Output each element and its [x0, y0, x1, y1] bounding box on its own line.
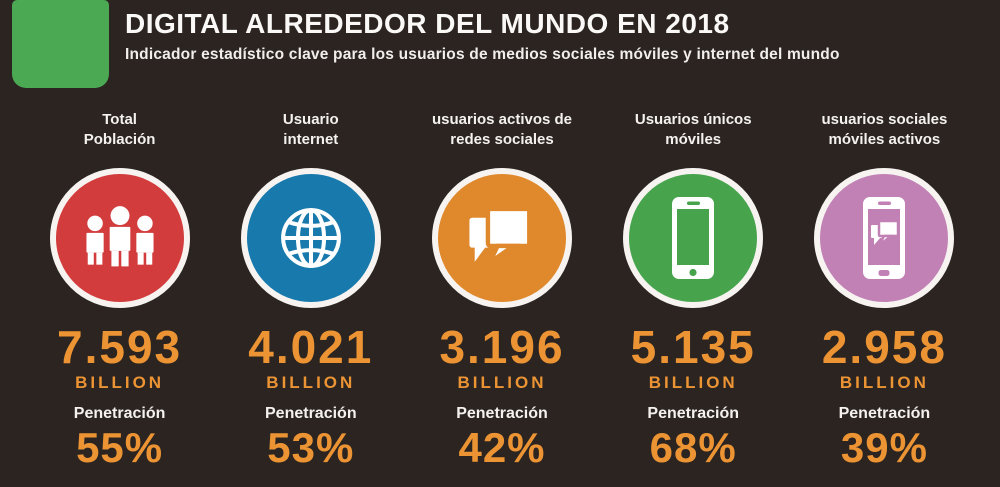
page-title: DIGITAL ALREDEDOR DEL MUNDO EN 2018	[125, 8, 730, 39]
penetration-value: 39%	[840, 424, 928, 471]
stat-circle-badge	[49, 168, 190, 308]
column-redes-sociales: usuarios activos de redes sociales	[406, 110, 597, 469]
green-accent-tab	[12, 0, 109, 88]
stat-circle-badge	[240, 168, 381, 308]
chat-bubbles-icon	[458, 194, 546, 282]
penetration-value: 42%	[458, 424, 546, 471]
penetration-value: 68%	[649, 424, 737, 471]
metric-unit: BILLION	[839, 373, 929, 392]
column-label: usuarios activos de redes sociales	[431, 111, 573, 149]
column-label: usuarios sociales móviles activos	[821, 111, 948, 149]
metric-value: 3.196	[439, 321, 565, 373]
metric-value: 2.958	[821, 321, 947, 373]
column-sociales-moviles: usuarios sociales móviles activos	[789, 110, 980, 469]
penetration-label: Penetración	[265, 405, 357, 422]
smartphone-chat-icon	[834, 188, 934, 288]
penetration-label: Penetración	[838, 405, 931, 422]
stat-columns: Total Población	[24, 110, 980, 469]
penetration-value: 55%	[76, 424, 164, 471]
penetration-value: 53%	[267, 424, 355, 471]
metric-unit: BILLION	[457, 373, 547, 392]
column-label: Usuario internet	[282, 111, 339, 149]
stat-circle-badge	[814, 168, 955, 308]
column-usuario-internet: Usuario internet 4.021 BILLION Penetraci…	[215, 110, 406, 469]
column-label: Usuarios únicos móviles	[634, 111, 752, 149]
metric-value: 5.135	[630, 321, 756, 373]
stat-circle-badge	[623, 168, 764, 308]
page-subtitle: Indicador estadístico clave para los usu…	[125, 46, 840, 64]
metric-unit: BILLION	[75, 373, 165, 392]
infographic-header: DIGITAL ALREDEDOR DEL MUNDO EN 2018 Indi…	[125, 8, 985, 64]
metric-unit: BILLION	[648, 373, 738, 392]
people-icon	[77, 195, 163, 281]
column-label: Total Población	[83, 111, 156, 149]
metric-value: 7.593	[57, 321, 183, 373]
stat-circle-badge	[432, 168, 572, 308]
penetration-label: Penetración	[73, 405, 166, 422]
penetration-label: Penetración	[647, 405, 739, 422]
metric-value: 4.021	[248, 321, 374, 373]
penetration-label: Penetración	[456, 405, 548, 422]
globe-icon	[266, 193, 356, 283]
column-total-poblacion: Total Población	[24, 110, 215, 469]
smartphone-icon	[643, 188, 743, 288]
column-unicos-moviles: Usuarios únicos móviles 5.135 BILLION Pe…	[598, 110, 789, 469]
metric-unit: BILLION	[266, 373, 356, 392]
